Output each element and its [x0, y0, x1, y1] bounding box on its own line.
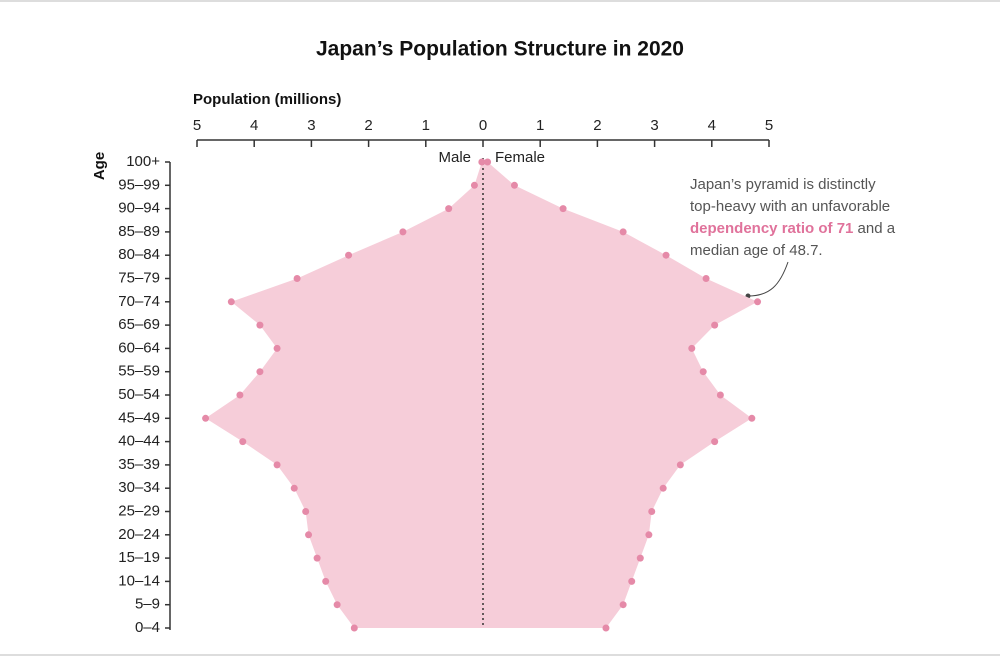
data-point — [256, 321, 264, 329]
y-tick-label: 25–29 — [118, 502, 160, 519]
data-point — [648, 508, 656, 515]
data-point — [659, 484, 667, 492]
data-point — [273, 461, 281, 469]
data-point — [748, 414, 756, 422]
data-point — [478, 158, 486, 166]
data-point — [716, 391, 724, 399]
y-tick-label: 10–14 — [118, 572, 160, 589]
x-tick-label: 5 — [765, 117, 773, 134]
data-point — [399, 228, 407, 236]
data-point — [636, 554, 644, 562]
data-point — [676, 461, 684, 469]
data-point — [702, 275, 710, 282]
y-tick-label: 45–49 — [118, 409, 160, 426]
y-tick-label: 65–69 — [118, 316, 160, 333]
y-tick-label: 5–9 — [135, 596, 160, 613]
x-tick-label: 5 — [193, 117, 201, 134]
chart-title: Japan’s Population Structure in 2020 — [316, 38, 684, 61]
data-point — [662, 251, 670, 259]
data-point — [711, 321, 719, 329]
x-tick-label: 0 — [479, 117, 487, 134]
y-tick-label: 95–99 — [118, 176, 160, 193]
y-tick-label: 70–74 — [118, 293, 160, 310]
x-tick-label: 4 — [250, 117, 258, 134]
data-point — [305, 531, 313, 539]
data-point — [699, 368, 707, 376]
x-tick-label: 4 — [708, 117, 716, 134]
y-tick-label: 35–39 — [118, 456, 160, 473]
data-point — [688, 344, 696, 352]
x-tick-label: 3 — [307, 117, 315, 134]
x-tick-label: 1 — [422, 117, 430, 134]
data-point — [484, 158, 492, 166]
y-tick-label: 85–89 — [118, 223, 160, 240]
y-tick-label: 60–64 — [118, 339, 160, 356]
x-tick-label: 2 — [364, 117, 372, 134]
y-tick-label: 100+ — [126, 153, 160, 170]
y-tick-label: 75–79 — [118, 269, 160, 286]
annotation-leader — [747, 261, 789, 297]
data-point — [293, 275, 301, 282]
data-point — [645, 531, 653, 539]
y-tick-label: 50–54 — [118, 386, 160, 403]
data-point — [602, 624, 610, 632]
data-point — [322, 577, 330, 585]
data-point — [445, 205, 453, 213]
y-tick-label: 90–94 — [118, 200, 160, 217]
data-point — [313, 554, 321, 562]
data-point — [619, 601, 627, 609]
data-point — [350, 624, 358, 632]
data-point — [202, 414, 210, 422]
data-point — [345, 251, 353, 259]
data-point — [628, 577, 636, 585]
y-tick-label: 30–34 — [118, 479, 160, 496]
y-tick-label: 0–4 — [135, 619, 160, 636]
data-point — [470, 181, 478, 189]
y-tick-label: 55–59 — [118, 363, 160, 380]
legend-label: Male — [438, 149, 471, 166]
area — [205, 162, 483, 628]
y-tick-label: 15–19 — [118, 549, 160, 566]
data-point — [302, 508, 310, 515]
y-axis-label: Age — [91, 152, 108, 180]
annotation-highlight: dependency ratio of 71 — [690, 220, 854, 237]
data-point — [236, 391, 244, 399]
data-point — [273, 344, 281, 352]
data-point — [256, 368, 264, 376]
y-tick-label: 80–84 — [118, 246, 160, 263]
area — [483, 162, 758, 628]
legend-label: Female — [495, 149, 545, 166]
data-point — [290, 484, 298, 492]
x-tick-label: 1 — [536, 117, 544, 134]
data-point — [619, 228, 627, 236]
x-tick-label: 2 — [593, 117, 601, 134]
data-point — [333, 601, 341, 609]
x-axis-label: Population (millions) — [193, 91, 341, 108]
x-tick-label: 3 — [650, 117, 658, 134]
data-point — [227, 298, 235, 306]
y-tick-label: 20–24 — [118, 526, 160, 543]
data-point — [711, 438, 719, 446]
annotation-text: and a median age of 48.7. — [690, 220, 896, 259]
data-point — [239, 438, 247, 446]
annotation-text: Japan’s pyramid is distinctly top-heavy … — [690, 176, 891, 215]
annotation: Japan’s pyramid is distinctly top-heavy … — [690, 174, 905, 262]
data-point — [559, 205, 567, 213]
y-tick-label: 40–44 — [118, 433, 160, 450]
data-point — [754, 298, 762, 306]
data-point — [510, 181, 518, 189]
